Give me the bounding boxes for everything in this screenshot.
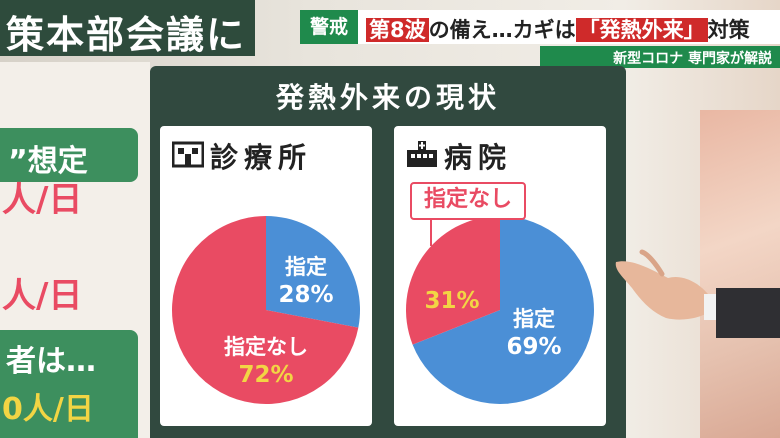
patients-tab: 者は… 0人/日 xyxy=(0,330,138,438)
headline-banner: 策本部会議に xyxy=(0,0,255,57)
pie-slice-percent: 28% xyxy=(278,282,333,308)
pie-slice-not-designated xyxy=(172,216,359,404)
pie-slice-percent: 69% xyxy=(506,334,561,360)
ticker-title: 第8波 の備え…カギは 「発熱外来」 対策 xyxy=(366,14,750,44)
rate-value-2: 人/日 xyxy=(2,276,83,316)
clinic-pie-chart: 指定 28% 指定なし 72% xyxy=(172,216,360,404)
clinic-building-icon xyxy=(172,141,204,168)
hospital-panel: 病院 指定 69% 31% 指定なし xyxy=(394,126,606,426)
pie-slice-label: 指定 xyxy=(513,307,555,331)
presenter-hand xyxy=(615,249,780,338)
patients-value: 0人/日 xyxy=(2,392,94,427)
not-designated-callout: 指定なし xyxy=(410,182,527,220)
pie-slice-not-designated xyxy=(406,216,500,345)
ticker-title-middle: の備え…カギは xyxy=(428,18,576,42)
board-title: 発熱外来の現状 xyxy=(275,81,500,114)
callout-leader-line xyxy=(430,218,432,246)
pie-slice-designated xyxy=(412,216,594,405)
hospital-title: 病院 xyxy=(444,141,513,174)
sub-ticker: 新型コロナ 専門家が解説 xyxy=(540,46,780,68)
pie-slice-label: 指定 xyxy=(285,255,327,279)
ticker-title-end: 対策 xyxy=(707,18,750,42)
clinic-title: 診療所 xyxy=(210,141,313,174)
ticker-title-emphasis: 第8波 xyxy=(366,18,429,42)
clinic-panel: 診療所 指定 28% 指定なし 72% xyxy=(160,126,372,426)
studio-decoration xyxy=(700,110,780,438)
news-ticker: 警戒 第8波 の備え…カギは 「発熱外来」 対策 xyxy=(300,10,780,44)
headline-text: 策本部会議に xyxy=(6,13,247,57)
ticker-title-highlight: 「発熱外来」 xyxy=(575,18,708,42)
hospital-pie-chart: 指定 69% 31% xyxy=(406,216,594,405)
pie-slice-percent: 72% xyxy=(238,362,293,388)
assumption-tab: ”想定 xyxy=(0,128,138,182)
assumption-tab-label: ”想定 xyxy=(8,144,88,179)
patients-label: 者は… xyxy=(6,344,96,379)
pie-slice-designated xyxy=(266,216,360,328)
hospital-building-icon xyxy=(407,141,437,167)
fever-clinic-board: 発熱外来の現状 診療所 指定 28% 指定なし 72% 病院 指定 69% 31% 指定な… xyxy=(150,66,626,438)
ticker-tag: 警戒 xyxy=(300,10,358,44)
pie-slice-percent: 31% xyxy=(424,288,479,314)
pie-slice-label: 指定なし xyxy=(224,335,308,359)
sub-ticker-text: 新型コロナ 専門家が解説 xyxy=(613,51,772,67)
rate-value-1: 人/日 xyxy=(2,180,83,220)
